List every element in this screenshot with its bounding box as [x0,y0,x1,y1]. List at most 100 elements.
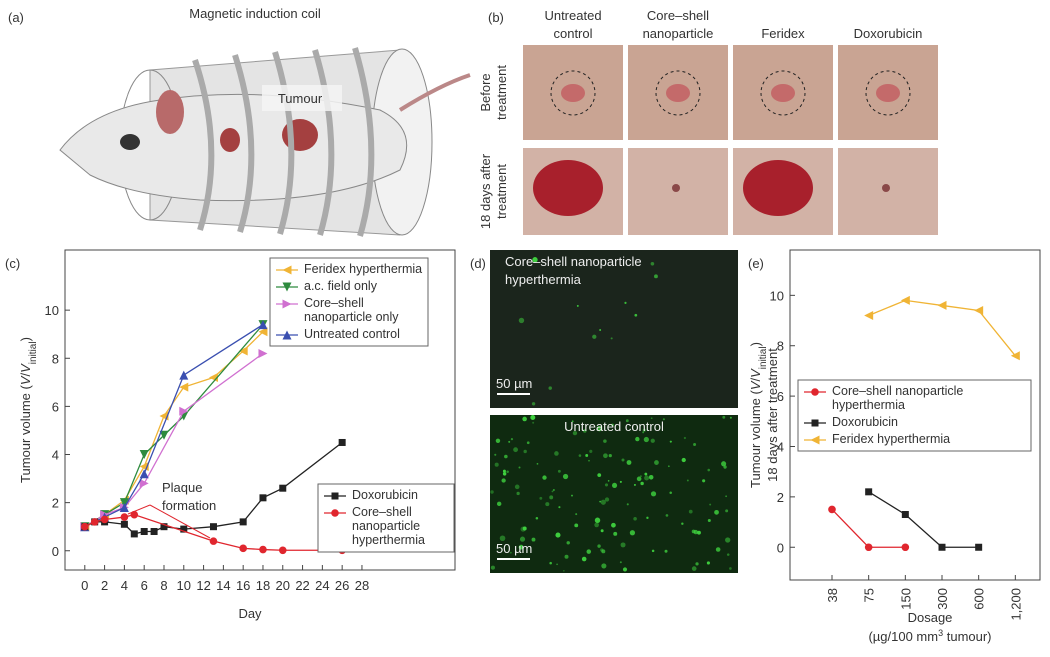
speckle [729,416,732,419]
speckle [490,565,495,570]
speckle [532,421,535,424]
speckle [715,547,721,552]
column-header: Feridex [761,26,805,41]
legend-label: Core–shell nanoparticle hyperthermia [352,505,425,547]
speckle [688,509,693,514]
x-tick-label: 1,200 [1008,588,1023,621]
marker [139,478,149,488]
x-tick-label: 150 [898,588,913,610]
legend-marker [282,299,292,309]
speckle [683,436,687,440]
marker [259,545,267,554]
tumour-spot [876,84,900,102]
y-axis-label-part: ) [748,342,763,346]
speckle [726,553,730,556]
dashed-ring [550,70,596,116]
y-tick-label: 8 [52,351,59,366]
y-tick-label: 4 [777,439,784,454]
marker [901,511,909,519]
speckle [571,420,574,423]
legend-marker [810,435,820,445]
x-axis-label-part: (µg/100 mm [868,629,938,644]
legend-box [269,257,429,347]
tumour-spot [672,184,680,192]
speckle [634,313,638,317]
speckle [518,466,521,469]
speckle [639,475,642,478]
speckle [603,439,607,443]
speckle [624,301,627,304]
y-axis-label-part: Tumour volume ( [748,390,763,488]
speckle [530,414,536,420]
legend-entry: Doxorubicin [832,415,899,429]
legend-entry: Feridex hyperthermia [832,432,950,446]
legend-label: Doxorubicin [832,415,899,429]
speckle [642,431,645,434]
legend-label: a.c. field only [304,279,377,293]
speckle [729,567,732,570]
marker [828,505,836,514]
marker [258,320,268,330]
speckle [563,569,565,572]
speckle [564,554,569,559]
speckle [626,460,632,465]
legend-label: Untreated control [304,327,400,341]
y-tick-label: 4 [52,448,59,463]
y-axis-label-part: V [748,380,763,390]
marker [120,513,129,521]
speckle [604,483,609,487]
legend-marker [811,388,819,396]
panel-label: (d) [470,256,486,271]
x-tick-label: 20 [276,578,290,593]
legend-box [317,483,455,553]
marker [130,510,139,519]
x-tick-label: 38 [825,588,840,602]
speckle [494,462,499,467]
y-axis-label-part: / [748,377,763,381]
marker [1010,351,1020,361]
y-tick-label: 6 [777,389,784,404]
y-tick-label: 0 [52,544,59,559]
speckle [611,423,614,427]
column-header: Doxorubicin [854,26,923,41]
speckle [531,402,536,406]
row-label: 18 days after [478,153,493,229]
x-tick-label: 14 [216,578,230,593]
photo [838,148,938,235]
speckle [599,329,602,331]
annotation-arrow [149,504,211,539]
marker [338,438,346,446]
x-tick-label: 0 [81,578,88,593]
micrograph [490,415,738,573]
speckle [566,541,570,545]
speckle [644,475,650,481]
speckle [557,469,561,473]
row-label: treatment [494,164,509,219]
speckle [691,566,697,571]
speckle [526,441,530,445]
dashed-ring [865,70,911,116]
speckle [681,457,686,463]
caption: Untreated control [564,419,664,434]
speckle [642,428,646,432]
speckle [535,516,539,520]
y-tick-label: 0 [777,540,784,555]
legend-label: Feridex hyperthermia [304,262,423,276]
marker [900,295,910,305]
speckle [589,449,593,453]
speckle [603,453,608,459]
marker [179,370,189,380]
speckle [506,470,509,474]
y-tick-label: 6 [52,399,59,414]
speckle [646,516,649,520]
speckle [608,453,612,458]
speckle [490,490,494,494]
coil-label: Magnetic induction coil [189,6,321,21]
speckle [650,417,653,420]
x-tick-label: 24 [315,578,329,593]
annotation: formation [162,498,216,513]
marker [159,430,169,440]
x-axis-label-part: 3 [938,628,943,638]
y-tick-label: 8 [777,339,784,354]
row-label: Before [478,73,493,111]
